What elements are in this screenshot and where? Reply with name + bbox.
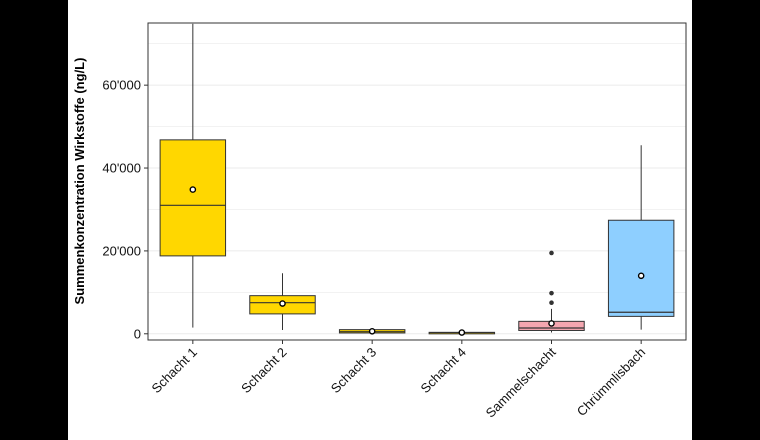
chart-figure: 0 20'000 40'000 60'000 Schacht 1 Schacht 2 Sch…	[68, 0, 692, 440]
y-tick-label: 60'000	[102, 78, 141, 93]
x-tick-label: Schacht 1	[148, 345, 199, 396]
outlier-point	[549, 300, 554, 306]
box-group-0	[159, 23, 227, 328]
box-group-3	[428, 329, 496, 336]
box	[607, 219, 675, 317]
outlier-point	[549, 290, 554, 296]
y-tick-label: 40'000	[102, 161, 141, 176]
mean-marker	[637, 272, 645, 280]
outlier-point	[549, 250, 554, 256]
box-plot-chart: 0 20'000 40'000 60'000 Schacht 1 Schacht 2 Sch…	[72, 22, 687, 421]
x-tick-label: Schacht 3	[328, 345, 379, 396]
plot-panel-background	[148, 23, 686, 340]
mean-marker	[458, 329, 466, 336]
mean-marker	[368, 327, 376, 335]
y-tick-label: 0	[134, 326, 141, 341]
box-group-2	[338, 327, 406, 335]
box-group-1	[249, 273, 316, 331]
x-tick-label: Chrümmlisbach	[574, 345, 648, 419]
x-tick-label: Sammelschacht	[483, 344, 559, 420]
box-group-5	[607, 145, 675, 330]
mean-marker	[189, 186, 197, 193]
grid-lines	[148, 43, 686, 335]
boxes	[159, 23, 675, 336]
x-tick-label: Schacht 2	[238, 345, 289, 396]
mean-marker	[279, 300, 286, 307]
y-tick-label: 20'000	[102, 243, 141, 258]
plot-panel-border	[147, 22, 687, 341]
y-axis-title: Summenkonzentration Wirkstoffe (ng/L)	[72, 58, 87, 305]
x-tick-label: Schacht 4	[417, 345, 468, 396]
box-group-4	[518, 250, 585, 333]
mean-marker	[548, 320, 555, 327]
box	[159, 139, 227, 257]
